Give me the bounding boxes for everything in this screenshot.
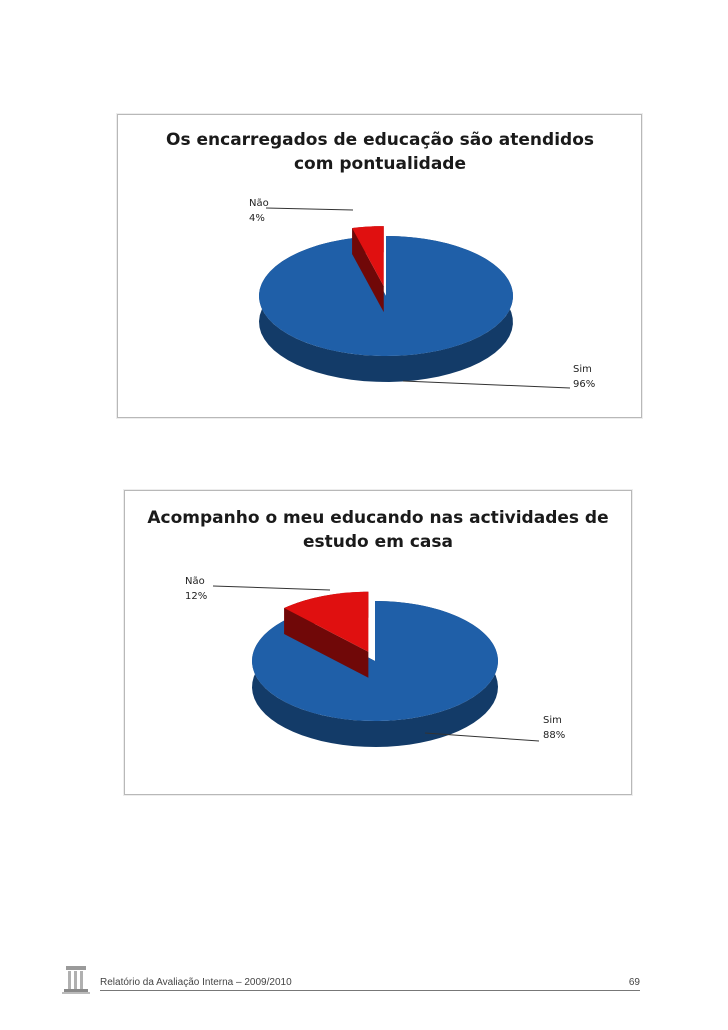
slice-percent-nao: 4% bbox=[249, 213, 265, 224]
school-logo-icon bbox=[62, 966, 90, 994]
slice-label-sim: Sim bbox=[573, 364, 592, 375]
chart-title-line-1: Acompanho o meu educando nas actividades… bbox=[147, 508, 608, 528]
chart-title-line-2: estudo em casa bbox=[303, 532, 453, 552]
leader-line-sim bbox=[424, 732, 540, 742]
pie-slice-não bbox=[352, 226, 384, 287]
slice-percent-nao: 12% bbox=[185, 591, 207, 602]
pie-group bbox=[252, 591, 498, 747]
pie-group bbox=[258, 226, 513, 382]
slice-label-sim: Sim bbox=[543, 715, 562, 726]
slice-percent-sim: 96% bbox=[573, 379, 595, 390]
pie-slice-wall-0 bbox=[284, 608, 369, 678]
leader-line-nao bbox=[212, 585, 331, 591]
pie-chart-1: Os encarregados de educação são atendido… bbox=[166, 130, 595, 390]
leader-line-nao bbox=[265, 207, 354, 211]
pie-slice-wall-0 bbox=[352, 228, 384, 313]
page-number: 69 bbox=[628, 977, 640, 988]
chart-title-line-2: com pontualidade bbox=[294, 154, 466, 174]
slice-percent-sim: 88% bbox=[543, 730, 565, 741]
pie-chart-2: Acompanho o meu educando nas actividades… bbox=[147, 508, 609, 747]
page-footer: Relatório da Avaliação Interna – 2009/20… bbox=[60, 962, 640, 996]
footer-report-title: Relatório da Avaliação Interna – 2009/20… bbox=[100, 977, 292, 988]
pie-slice-sim bbox=[258, 236, 513, 356]
slice-label-nao: Não bbox=[249, 198, 269, 209]
slice-label-nao: Não bbox=[185, 576, 205, 587]
pie-slice-não bbox=[284, 591, 369, 652]
leader-line-sim bbox=[402, 380, 571, 389]
chart-2: Acompanho o meu educando nas actividades… bbox=[124, 490, 632, 795]
chart-1: Os encarregados de educação são atendido… bbox=[117, 114, 642, 418]
footer-rule bbox=[100, 990, 640, 991]
chart-title-line-1: Os encarregados de educação são atendido… bbox=[166, 130, 594, 150]
